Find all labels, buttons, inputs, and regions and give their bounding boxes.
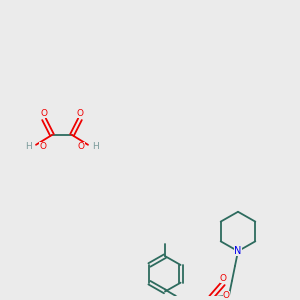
Text: H: H	[25, 142, 32, 151]
Text: N: N	[234, 246, 242, 256]
Text: O: O	[78, 142, 85, 151]
Text: O: O	[76, 109, 83, 118]
Text: H: H	[92, 142, 99, 151]
Text: O: O	[39, 142, 46, 151]
Text: O: O	[40, 109, 47, 118]
Text: O: O	[220, 274, 226, 283]
Text: O: O	[223, 291, 230, 300]
